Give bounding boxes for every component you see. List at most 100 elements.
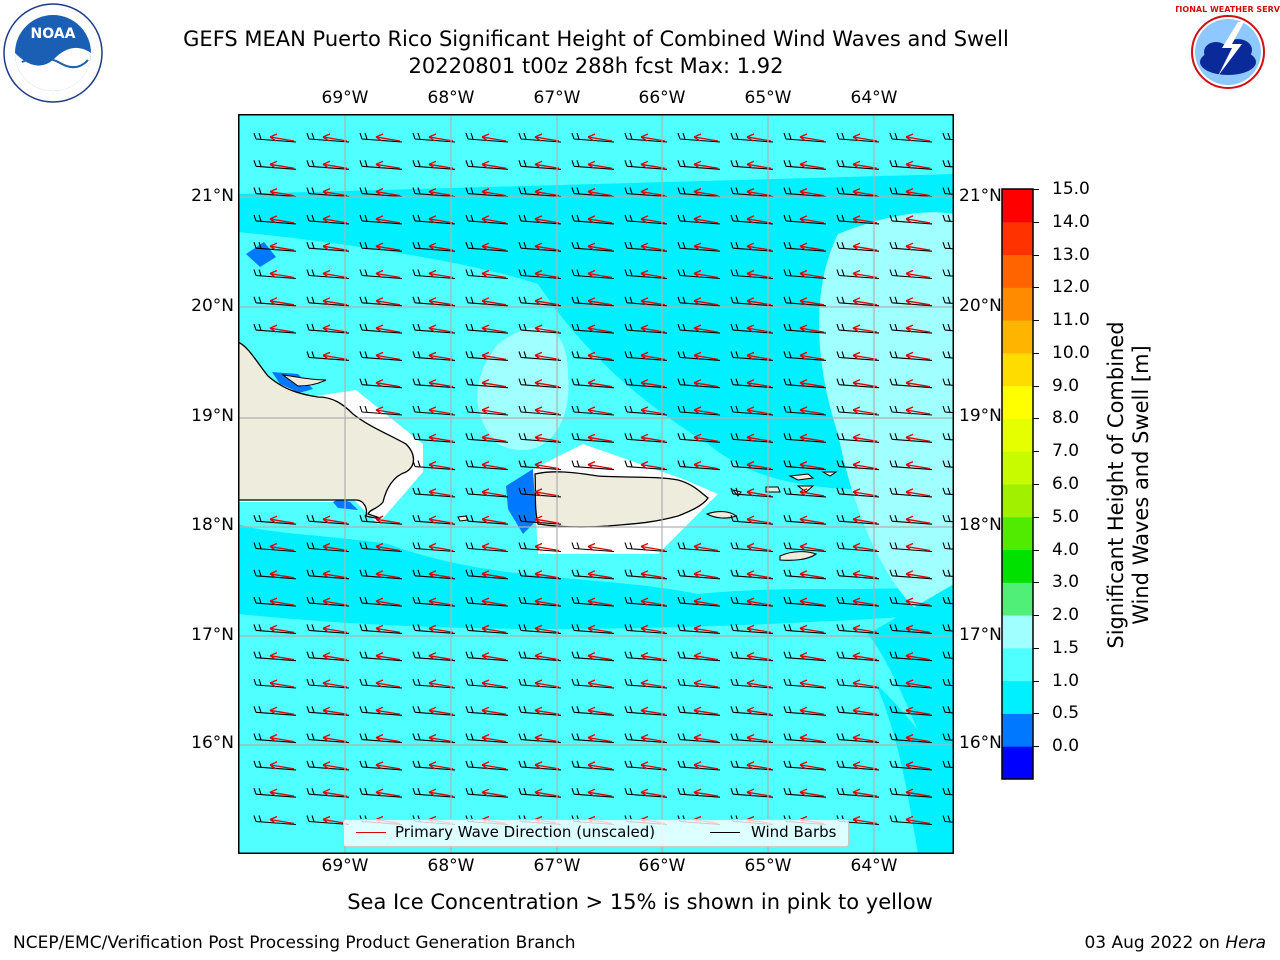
wave-direction-arrow <box>852 679 878 688</box>
wave-direction-arrow <box>587 324 613 333</box>
wave-direction-arrow <box>269 215 295 224</box>
wave-direction-arrow <box>269 133 295 142</box>
wave-direction-arrow <box>905 215 931 224</box>
wave-direction-arrow <box>269 597 295 606</box>
wind-barb <box>942 242 954 250</box>
wave-direction-arrow <box>905 160 931 169</box>
wave-direction-arrow <box>269 624 295 634</box>
wave-direction-arrow <box>693 297 719 306</box>
wave-direction-arrow <box>375 351 401 361</box>
wave-direction-arrow <box>640 788 666 797</box>
wave-direction-arrow <box>746 761 772 770</box>
legend-wave-line <box>356 832 386 833</box>
wave-direction-arrow <box>587 215 613 224</box>
wave-direction-arrow <box>905 188 931 197</box>
wave-direction-arrow <box>587 269 613 279</box>
colorbar-tick-label: 8.0 <box>1052 408 1080 429</box>
wind-barb <box>942 323 954 332</box>
contour-0p5-patch-mona <box>506 469 538 534</box>
wave-direction-arrow <box>799 433 825 442</box>
wave-direction-arrow <box>640 706 666 715</box>
wave-direction-arrow <box>799 133 825 142</box>
contour-1p5-central <box>238 232 954 594</box>
colorbar-tick-mark <box>1033 451 1039 453</box>
wave-direction-arrow <box>322 624 348 634</box>
wave-direction-arrow <box>428 269 454 279</box>
wave-direction-arrow <box>640 215 666 224</box>
wave-direction-arrow <box>322 734 348 743</box>
wave-direction-arrow <box>905 324 931 333</box>
wind-barb <box>942 433 954 441</box>
wave-direction-arrow <box>799 652 825 661</box>
wave-direction-arrow <box>534 734 560 743</box>
lat-label-left-16n: 16°N <box>191 733 234 753</box>
wave-direction-arrow <box>587 379 613 388</box>
colorbar-tick-mark <box>1033 713 1039 715</box>
wave-direction-arrow <box>905 679 931 688</box>
wave-direction-arrow <box>640 679 666 688</box>
wind-barb <box>942 405 954 414</box>
wave-direction-arrow <box>746 542 772 552</box>
wave-direction-arrow <box>269 652 295 661</box>
colorbar-tick-mark <box>1033 254 1039 256</box>
wave-direction-arrow <box>322 324 348 333</box>
wave-direction-arrow <box>375 215 401 224</box>
footer-date-text: 03 Aug 2022 on <box>1084 933 1226 953</box>
wave-direction-arrow <box>693 542 719 552</box>
graticule <box>238 114 954 854</box>
wave-direction-arrow <box>587 788 613 797</box>
wave-direction-arrow <box>322 215 348 224</box>
contour-2p0-east <box>819 212 954 634</box>
wave-direction-arrow <box>587 542 613 552</box>
colorbar-tick-label: 1.5 <box>1052 637 1080 658</box>
colorbar-tick-label: 14.0 <box>1052 211 1090 232</box>
wave-direction-arrow <box>481 188 507 197</box>
wave-direction-arrow <box>534 597 560 606</box>
wave-direction-arrow <box>905 297 931 306</box>
wave-direction-arrow <box>799 679 825 688</box>
wave-direction-arrow <box>375 242 401 251</box>
wave-direction-arrow <box>534 515 560 524</box>
wave-direction-arrow <box>746 597 772 606</box>
wave-direction-arrow <box>322 570 348 579</box>
wave-direction-arrow <box>375 406 401 415</box>
wave-direction-arrow <box>587 706 613 715</box>
wave-direction-arrow <box>269 324 295 333</box>
colorbar-cell <box>1002 549 1033 583</box>
noaa-logo-text: NOAA <box>31 26 76 42</box>
nws-logo-text: NATIONAL WEATHER SERVICE <box>1176 5 1280 14</box>
colorbar-cell <box>1002 746 1033 780</box>
wave-direction-arrow <box>534 351 560 361</box>
wave-direction-arrow <box>428 652 454 661</box>
wave-direction-arrow <box>799 215 825 224</box>
wave-direction-arrow <box>481 242 507 251</box>
wave-direction-arrow <box>746 160 772 169</box>
wind-barb <box>942 296 954 305</box>
contour-1p5-north-band <box>238 129 954 194</box>
wave-direction-arrow <box>269 297 295 306</box>
wave-direction-arrow <box>799 706 825 715</box>
contour-0p5-patch-nw <box>246 242 276 267</box>
colorbar-cell <box>1002 254 1033 288</box>
wave-direction-arrow <box>852 242 878 251</box>
wave-direction-arrow <box>905 597 931 606</box>
wave-direction-arrow <box>587 242 613 251</box>
wave-direction-arrow <box>375 624 401 634</box>
wave-direction-arrow <box>428 597 454 606</box>
colorbar-tick-label: 1.0 <box>1052 670 1080 691</box>
colorbar-tick-label: 0.0 <box>1052 736 1080 757</box>
wave-direction-arrow <box>799 788 825 797</box>
colorbar-cell <box>1002 320 1033 354</box>
wave-direction-arrow <box>322 297 348 306</box>
lat-label-right-16n: 16°N <box>959 733 1002 753</box>
wave-direction-arrow <box>428 570 454 579</box>
lat-label-left-18n: 18°N <box>191 515 234 535</box>
wave-direction-arrow <box>375 379 401 388</box>
wave-direction-arrow <box>799 297 825 306</box>
wind-barb <box>942 351 954 359</box>
lon-label-top-68w: 68°W <box>427 88 475 108</box>
wave-direction-arrow <box>640 761 666 770</box>
wave-direction-arrow <box>693 597 719 606</box>
wave-direction-arrow <box>640 269 666 279</box>
wave-direction-arrow <box>375 761 401 770</box>
